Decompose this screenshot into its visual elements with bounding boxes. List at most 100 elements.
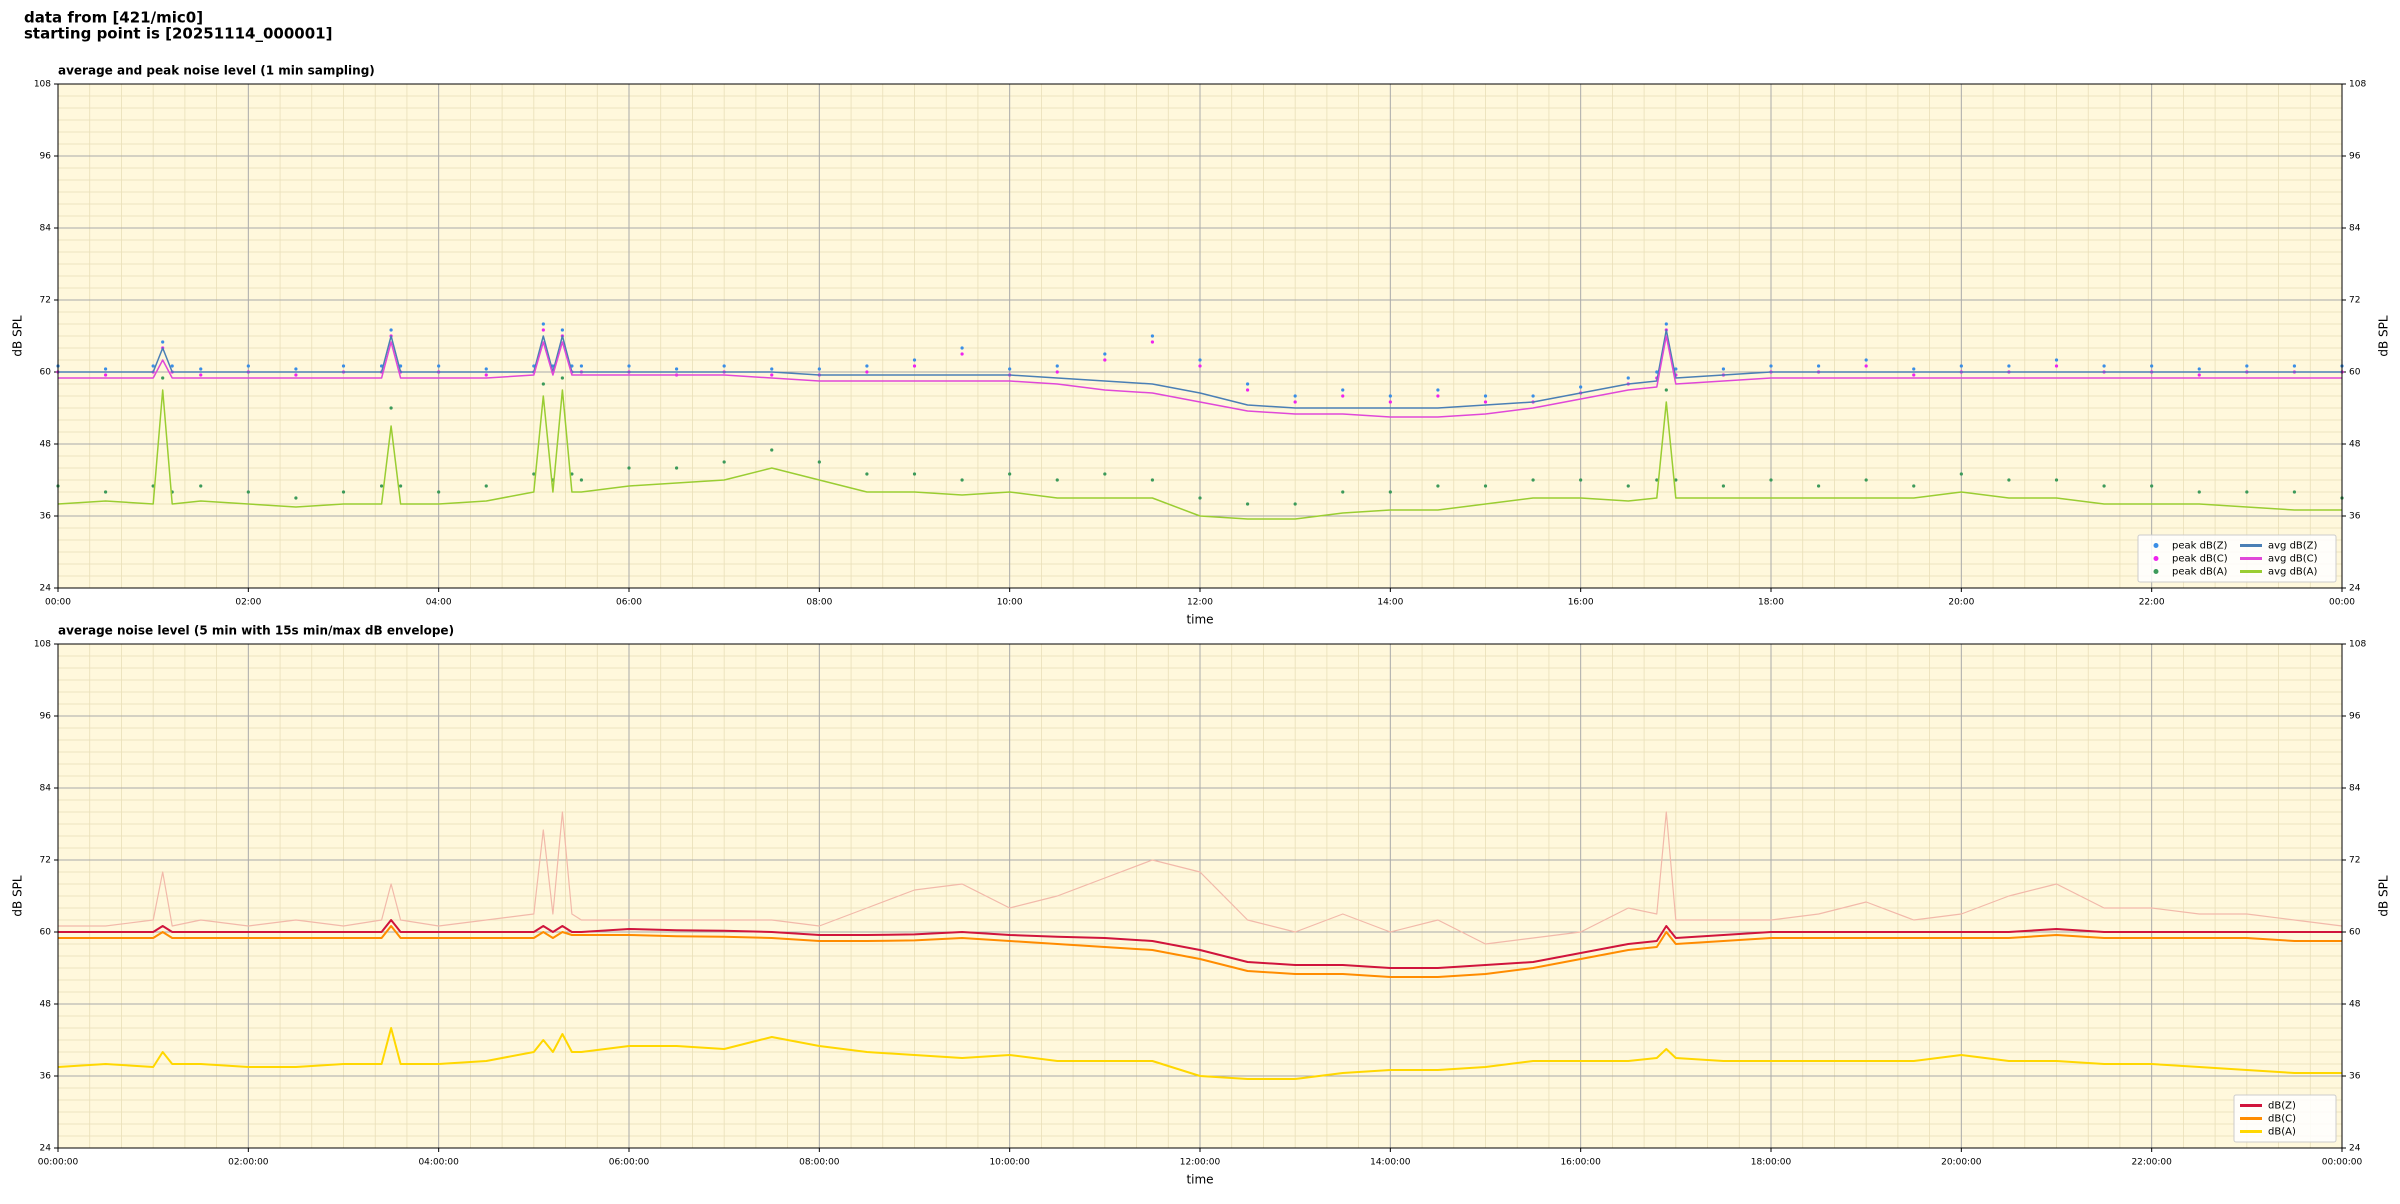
peak-point [1388, 400, 1392, 404]
y2-tick-label: 72 [2349, 856, 2360, 866]
x-tick-label: 22:00:00 [2131, 1158, 2172, 1168]
peak-point [246, 490, 250, 494]
series-line [58, 329, 2342, 409]
legend-label: peak dB(C) [2172, 554, 2228, 565]
y-tick-label: 48 [40, 1000, 52, 1010]
peak-point [437, 364, 441, 368]
peak-point [1198, 358, 1202, 362]
x-tick-label: 16:00 [1568, 598, 1594, 608]
peak-point [541, 328, 545, 332]
peak-point [1008, 472, 1012, 476]
peak-point [2245, 490, 2249, 494]
peak-point [1150, 334, 1155, 338]
peak-point [912, 358, 917, 362]
legend-label: avg dB(A) [2268, 567, 2318, 578]
peak-point [1864, 358, 1868, 362]
peak-point [1245, 382, 1250, 386]
x-tick-label: 12:00:00 [1180, 1158, 1221, 1168]
x-tick-label: 00:00 [2329, 598, 2355, 608]
y-tick-label: 72 [40, 296, 51, 306]
x-tick-label: 20:00 [1948, 598, 1974, 608]
peak-point [2054, 364, 2059, 368]
peak-point [161, 376, 165, 380]
peak-point [722, 460, 726, 464]
series-line [57, 389, 2342, 520]
y2-tick-label: 48 [2349, 1000, 2361, 1010]
series-line [58, 335, 2342, 418]
peak-point [770, 373, 774, 377]
peak-point [2054, 478, 2059, 482]
legend-label: peak dB(A) [2172, 567, 2228, 578]
x-tick-label: 22:00 [2139, 598, 2165, 608]
legend-label: avg dB(Z) [2268, 541, 2318, 552]
peak-point [960, 478, 964, 482]
y2-tick-label: 36 [2349, 1072, 2361, 1082]
peak-point [1531, 394, 1535, 398]
peak-point [1198, 364, 1202, 368]
y-tick-label: 96 [40, 712, 52, 722]
peak-point [1655, 478, 1659, 482]
x-tick-label: 14:00:00 [1370, 1158, 1411, 1168]
peak-point [1626, 376, 1630, 380]
y-tick-label: 36 [40, 1072, 52, 1082]
peak-point [1150, 340, 1155, 344]
peak-point [1721, 367, 1726, 371]
peak-point [1293, 400, 1297, 404]
y-tick-label: 48 [40, 440, 52, 450]
peak-point [960, 346, 964, 350]
peak-point [484, 367, 488, 371]
peak-point [1721, 484, 1726, 488]
peak-point [1959, 472, 1963, 476]
peak-point [532, 472, 536, 476]
x-tick-label: 04:00 [426, 598, 452, 608]
peak-point [865, 364, 869, 368]
peak-point [865, 472, 869, 476]
peak-point [2292, 364, 2297, 368]
peak-point [1531, 478, 1535, 482]
start-label: starting point is [20251114_000001] [24, 25, 332, 43]
peak-point [1626, 484, 1630, 488]
envelope-line [58, 811, 2343, 945]
peak-point [1664, 388, 1668, 392]
x-tick-label: 06:00:00 [609, 1158, 650, 1168]
peak-point [294, 367, 298, 371]
x-axis-label: time [1186, 1173, 1213, 1187]
legend-label: dB(A) [2268, 1127, 2296, 1138]
x-tick-label: 18:00:00 [1751, 1158, 1792, 1168]
peak-point [674, 466, 679, 470]
peak-point [1483, 394, 1488, 398]
y2-tick-label: 84 [2349, 224, 2361, 234]
peak-point [2102, 364, 2106, 368]
peak-point [399, 484, 403, 488]
y-tick-label: 72 [40, 856, 51, 866]
peak-point [1816, 364, 1821, 368]
y2-tick-label: 108 [2349, 640, 2366, 650]
chart-title: average and peak noise level (1 min samp… [58, 64, 375, 78]
x-tick-label: 10:00:00 [989, 1158, 1030, 1168]
series-line [58, 925, 2342, 978]
peak-point [1245, 388, 1250, 392]
x-tick-label: 14:00 [1377, 598, 1403, 608]
peak-point [770, 448, 774, 452]
peak-point [246, 364, 250, 368]
peak-point [2197, 373, 2201, 377]
legend-label: peak dB(Z) [2172, 541, 2228, 552]
peak-point [1436, 394, 1440, 398]
peak-point [1055, 478, 1059, 482]
peak-point [1103, 472, 1107, 476]
y2-tick-label: 36 [2349, 512, 2361, 522]
peak-point [722, 364, 726, 368]
legend-marker [2153, 569, 2159, 574]
peak-point [1483, 400, 1488, 404]
x-tick-label: 00:00 [45, 598, 71, 608]
peak-point [2197, 367, 2201, 371]
y-tick-label: 84 [40, 224, 52, 234]
peak-point [1436, 484, 1440, 488]
peak-point [1769, 478, 1773, 482]
y-tick-label: 24 [40, 584, 52, 594]
y-tick-label: 96 [40, 152, 52, 162]
y2-axis-label: dB SPL [2377, 875, 2391, 917]
peak-point [1436, 388, 1440, 392]
peak-point [579, 364, 584, 368]
